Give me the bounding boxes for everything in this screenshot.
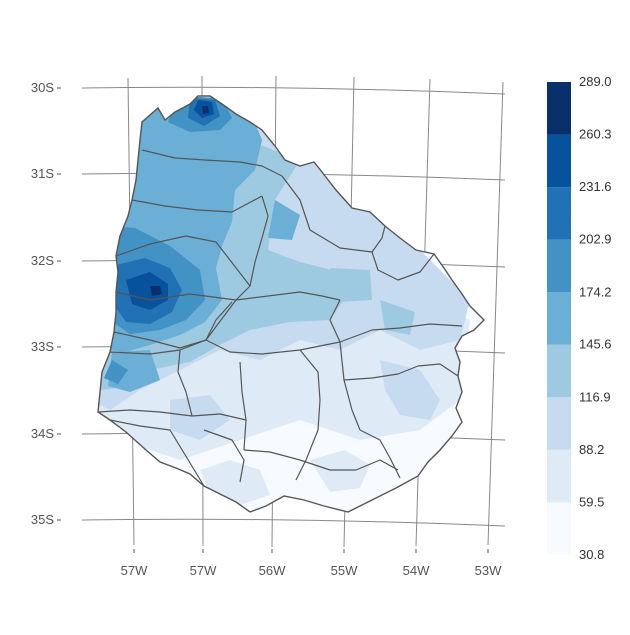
lon-tick-label: 57W	[121, 563, 148, 578]
legend-label: 202.9	[579, 232, 612, 247]
legend-swatch	[547, 292, 571, 345]
legend-label: 174.2	[579, 284, 612, 299]
lon-tick-label: 54W	[403, 563, 430, 578]
graticule-lat-line	[81, 518, 506, 527]
band-59-88	[310, 450, 370, 492]
precipitation-field	[98, 96, 484, 512]
department-border	[109, 339, 207, 355]
legend-label: 231.6	[579, 179, 612, 194]
department-border	[141, 149, 283, 177]
legend-swatch	[547, 449, 571, 503]
color-legend: 30.8 59.5 88.2 116.9 145.6 174.2 202.9 231.6 260…	[547, 74, 612, 562]
band-260-289	[202, 106, 209, 114]
graticule-lat-line	[81, 86, 506, 95]
lon-tick-label: 55W	[331, 563, 358, 578]
legend-label: 116.9	[579, 389, 611, 404]
department-border	[177, 349, 193, 417]
legend-label: 88.2	[579, 442, 604, 457]
department-border	[205, 339, 341, 355]
band-117-146	[330, 268, 372, 302]
department-border	[109, 419, 205, 487]
longitude-axis: 57W 57W 56W 55W 54W 53W	[121, 549, 502, 578]
lat-tick-label: 30S	[31, 80, 54, 95]
department-border	[339, 341, 361, 431]
country-outline	[97, 95, 485, 513]
department-border	[115, 291, 237, 301]
legend-swatch	[547, 344, 571, 398]
graticule-lon-line	[487, 81, 504, 546]
department-borders	[97, 149, 463, 487]
department-border	[281, 175, 386, 253]
department-border	[115, 235, 251, 287]
department-border	[329, 299, 463, 343]
legend-label: 145.6	[579, 337, 612, 352]
legend-swatch	[547, 239, 571, 293]
department-border	[299, 459, 399, 471]
legend-label: 260.3	[579, 127, 612, 142]
department-border	[239, 361, 247, 451]
legend-label: 59.5	[579, 494, 604, 509]
band-146-174	[108, 350, 160, 392]
band-260-289	[150, 286, 162, 296]
lat-tick-label: 33S	[31, 339, 54, 354]
legend-label: 30.8	[579, 547, 604, 562]
department-border	[131, 195, 263, 213]
department-border	[235, 195, 269, 301]
department-border	[235, 291, 341, 301]
lon-tick-label: 57W	[190, 563, 217, 578]
legend-swatch	[547, 397, 571, 450]
lon-tick-label: 53W	[475, 563, 502, 578]
band-174-203	[104, 360, 128, 384]
department-border	[97, 409, 193, 417]
department-border	[295, 349, 321, 481]
legend-label: 289.0	[579, 74, 612, 89]
department-border	[243, 449, 301, 461]
lat-tick-label: 31S	[31, 166, 54, 181]
band-146-174	[268, 200, 300, 240]
latitude-axis: 30S 31S 32S 33S 34S 35S	[31, 80, 61, 527]
department-border	[191, 413, 247, 421]
department-border	[371, 251, 435, 281]
lat-tick-label: 34S	[31, 426, 54, 441]
lon-tick-label: 56W	[259, 563, 286, 578]
band-117-146	[380, 300, 415, 335]
band-232-260	[126, 272, 168, 310]
department-border	[343, 363, 459, 381]
legend-swatch	[547, 82, 571, 135]
lat-tick-label: 35S	[31, 512, 54, 527]
department-border	[113, 299, 237, 349]
legend-swatch	[547, 134, 571, 188]
department-border	[205, 301, 233, 341]
legend-swatch	[547, 187, 571, 240]
department-border	[203, 429, 245, 483]
band-88-117	[170, 395, 230, 440]
legend-swatch	[547, 502, 571, 555]
lat-tick-label: 32S	[31, 253, 54, 268]
